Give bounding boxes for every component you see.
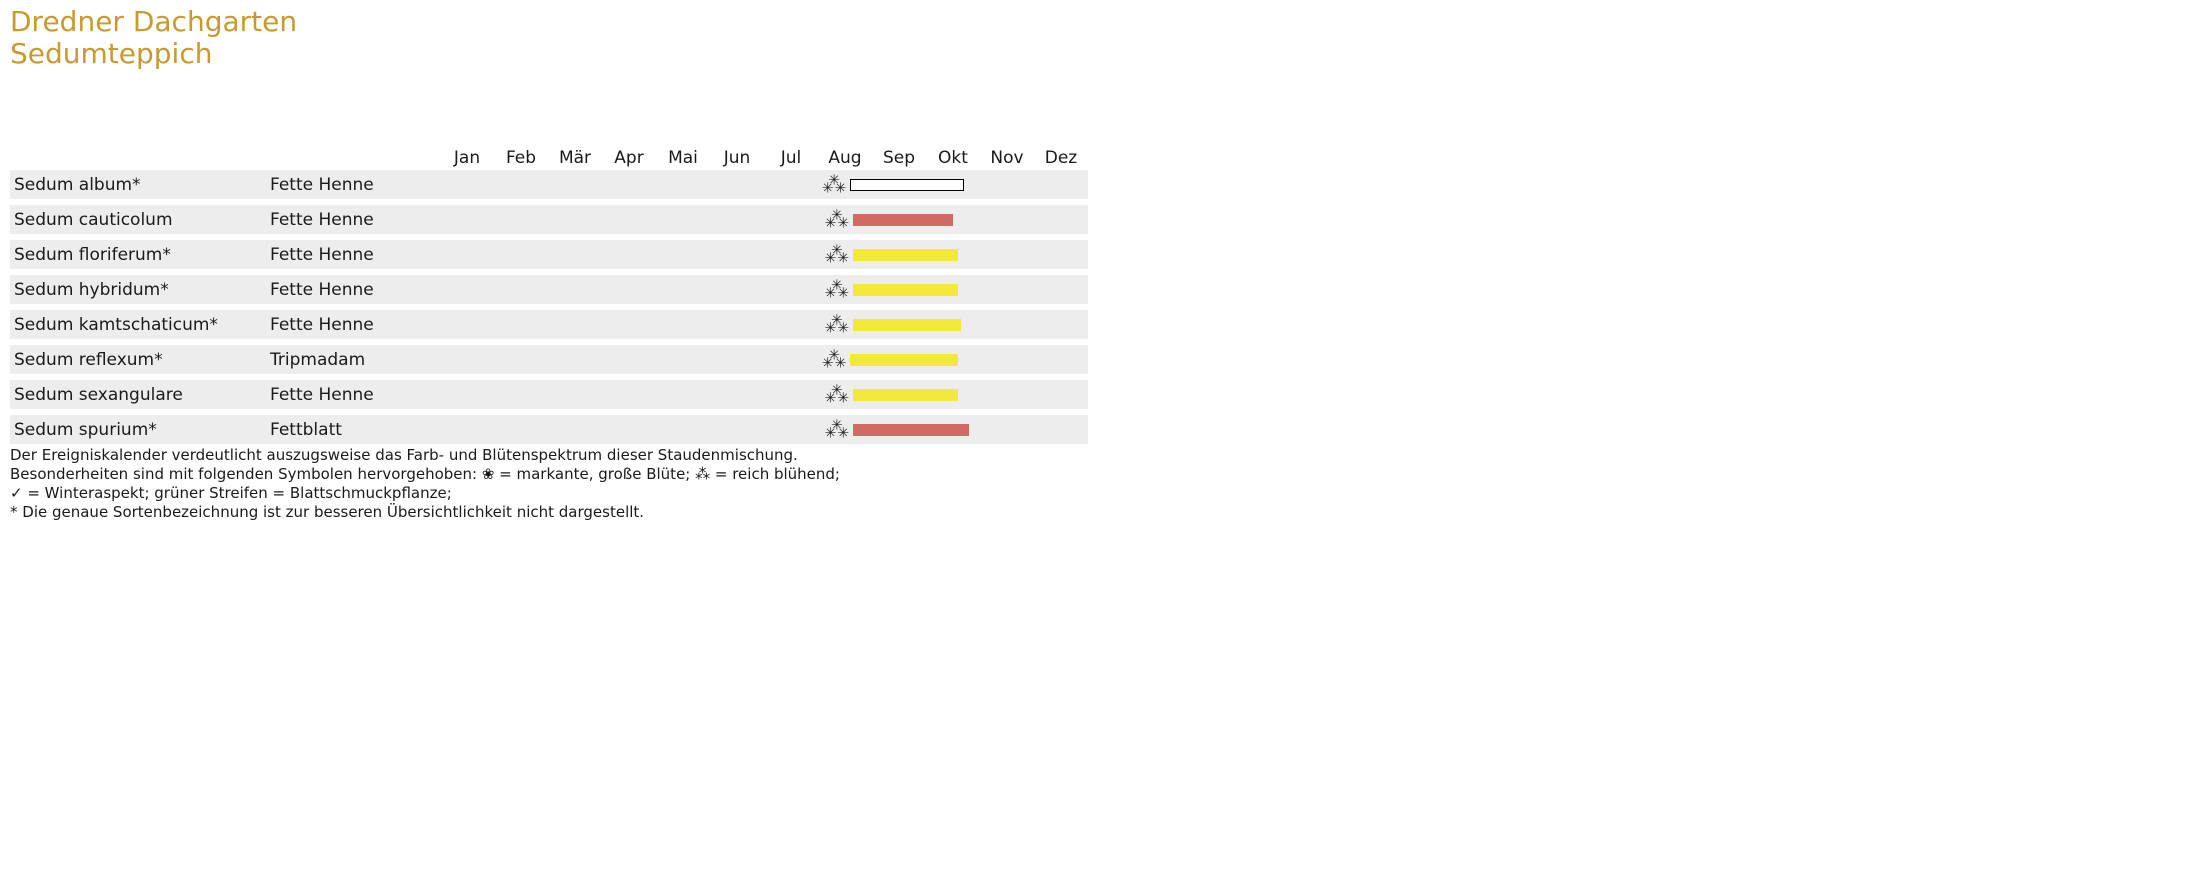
latin-name: Sedum floriferum* <box>10 240 270 269</box>
month-header: Okt <box>926 140 980 170</box>
month-header: Dez <box>1034 140 1088 170</box>
rich-bloom-icon: ✳✳✳ <box>825 247 853 262</box>
month-header: Feb <box>494 140 548 170</box>
latin-name: Sedum sexangulare <box>10 380 270 409</box>
bloom-bar <box>853 214 953 226</box>
bloom-bar <box>853 424 969 436</box>
rich-bloom-icon: ✳✳✳ <box>825 387 853 402</box>
bloom-track: ✳✳✳ <box>440 240 1088 269</box>
rich-bloom-icon: ✳✳✳ <box>825 212 853 227</box>
common-name: Fette Henne <box>270 380 440 409</box>
bloom-track: ✳✳✳ <box>440 380 1088 409</box>
month-header: Jun <box>710 140 764 170</box>
latin-name: Sedum kamtschaticum* <box>10 310 270 339</box>
bloom-track: ✳✳✳ <box>440 310 1088 339</box>
month-header: Apr <box>602 140 656 170</box>
month-header: Jul <box>764 140 818 170</box>
rich-bloom-icon: ✳✳✳ <box>825 282 853 297</box>
latin-name: Sedum reflexum* <box>10 345 270 374</box>
bloom-track: ✳✳✳ <box>440 205 1088 234</box>
month-header: Mär <box>548 140 602 170</box>
latin-name: Sedum cauticolum <box>10 205 270 234</box>
bloom-bar <box>850 179 963 191</box>
bloom-track: ✳✳✳ <box>440 170 1088 199</box>
page-title-line1: Dredner Dachgarten <box>10 5 297 38</box>
month-header: Nov <box>980 140 1034 170</box>
common-name: Fette Henne <box>270 205 440 234</box>
common-name: Fette Henne <box>270 275 440 304</box>
rich-bloom-icon: ✳✳✳ <box>822 352 850 367</box>
page-title-line2: Sedumteppich <box>10 37 212 70</box>
bloom-track: ✳✳✳ <box>440 275 1088 304</box>
month-header: Aug <box>818 140 872 170</box>
latin-name: Sedum album* <box>10 170 270 199</box>
bloom-track: ✳✳✳ <box>440 415 1088 444</box>
bloom-bar <box>850 354 958 366</box>
month-header: Sep <box>872 140 926 170</box>
bloom-track: ✳✳✳ <box>440 345 1088 374</box>
legend-line: Besonderheiten sind mit folgenden Symbol… <box>10 465 1465 484</box>
rich-bloom-icon: ✳✳✳ <box>822 177 850 192</box>
common-name: Fette Henne <box>270 170 440 199</box>
legend-line: * Die genaue Sortenbezeichnung ist zur b… <box>10 503 1465 522</box>
bloom-bar <box>853 319 961 331</box>
bloom-bar <box>853 389 958 401</box>
common-name: Fette Henne <box>270 310 440 339</box>
month-header: Mai <box>656 140 710 170</box>
latin-name: Sedum spurium* <box>10 415 270 444</box>
legend-line: Der Ereigniskalender verdeutlicht auszug… <box>10 446 1465 465</box>
bloom-bar <box>853 249 958 261</box>
rich-bloom-icon: ✳✳✳ <box>825 317 853 332</box>
common-name: Fettblatt <box>270 415 440 444</box>
legend-block: Der Ereigniskalender verdeutlicht auszug… <box>10 446 1465 521</box>
bloom-bar <box>853 284 958 296</box>
legend-line: ✓ = Winteraspekt; grüner Streifen = Blat… <box>10 484 1465 503</box>
latin-name: Sedum hybridum* <box>10 275 270 304</box>
rich-bloom-icon: ✳✳✳ <box>825 422 853 437</box>
calendar-grid: JanFebMärAprMaiJunJulAugSepOktNovDez Sedu… <box>10 140 1465 444</box>
month-header: Jan <box>440 140 494 170</box>
common-name: Tripmadam <box>270 345 440 374</box>
common-name: Fette Henne <box>270 240 440 269</box>
